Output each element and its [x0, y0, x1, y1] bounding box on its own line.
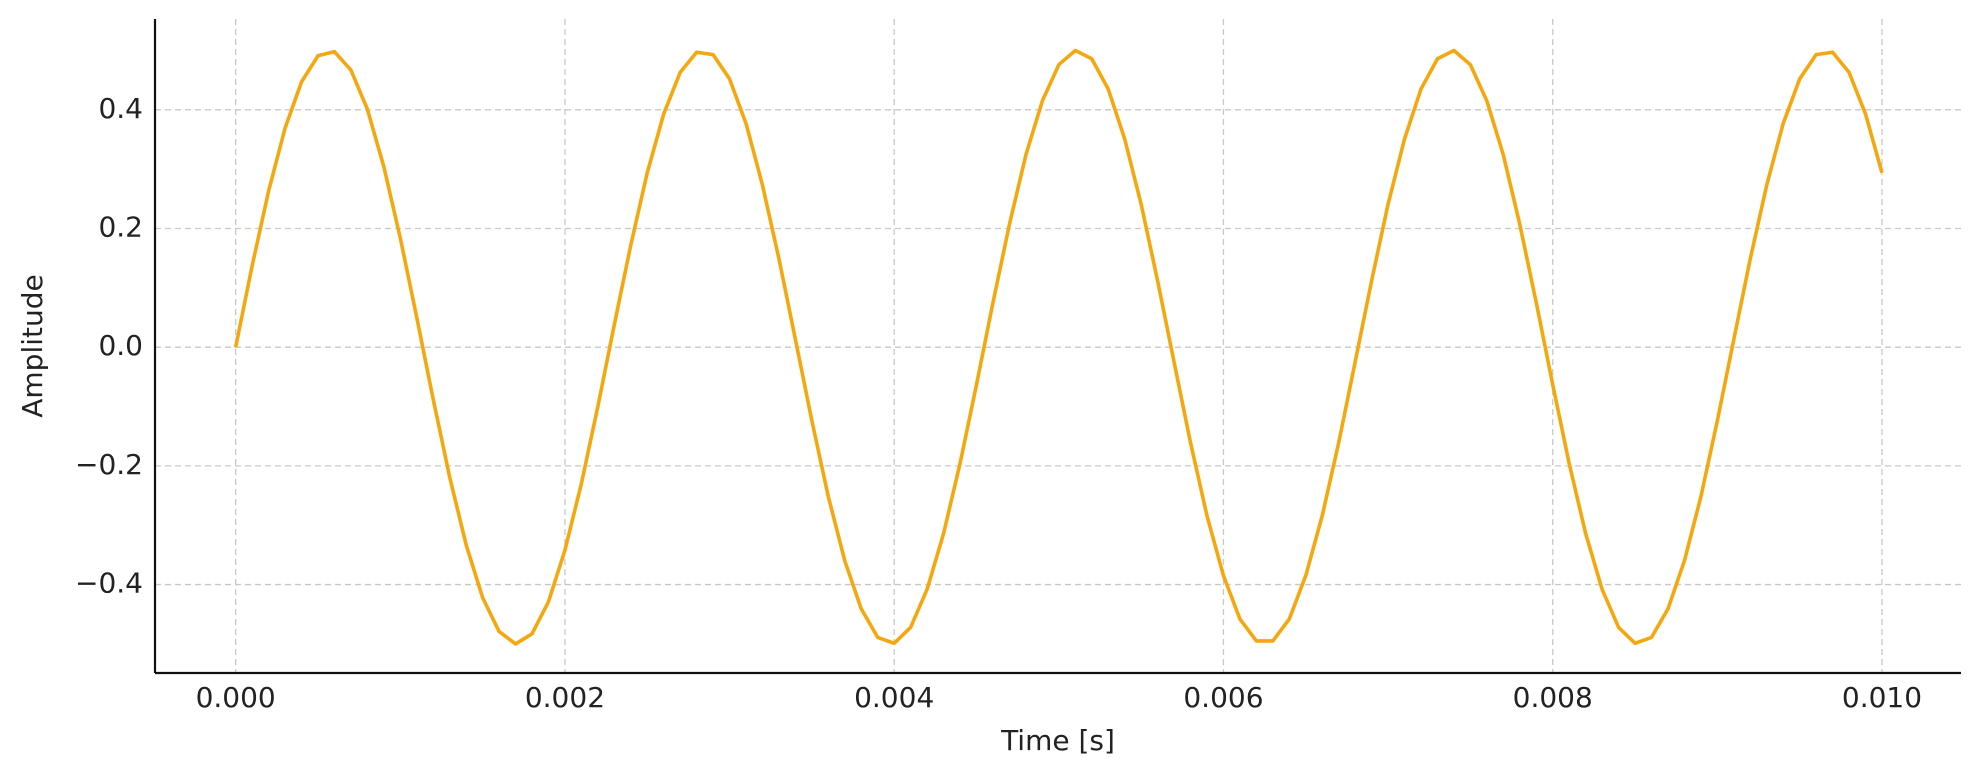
- y-tick-label: −0.2: [75, 448, 143, 481]
- x-tick-label: 0.008: [1513, 681, 1593, 714]
- x-tick-label: 0.010: [1842, 681, 1922, 714]
- x-tick-label: 0.004: [854, 681, 934, 714]
- y-tick-label: 0.2: [98, 210, 143, 243]
- x-tick-label: 0.006: [1183, 681, 1263, 714]
- x-tick-label: 0.002: [525, 681, 605, 714]
- x-tick-label: 0.000: [196, 681, 276, 714]
- line-series: [233, 48, 1884, 646]
- y-tick-label: −0.4: [75, 567, 143, 600]
- y-axis-label: Amplitude: [16, 274, 49, 418]
- x-axis-label: Time [s]: [1000, 724, 1115, 757]
- y-tick-label: 0.0: [98, 329, 143, 362]
- y-tick-label: 0.4: [98, 92, 143, 125]
